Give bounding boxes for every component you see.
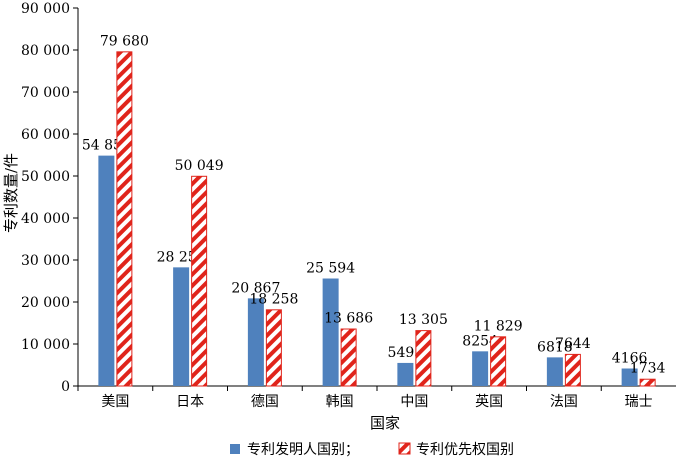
data-label-priority: 1734 [630,361,666,377]
bar-inventor [546,357,563,386]
y-tick-label: 70 000 [21,85,70,101]
x-tick-label: 韩国 [326,394,354,410]
bar-priority [116,51,133,387]
legend-swatch-inventor [230,444,240,454]
bar-inventor [98,155,115,386]
y-tick-label: 50 000 [21,169,70,185]
y-tick-label: 20 000 [21,295,70,311]
bar-inventor [173,267,190,386]
data-label-priority: 7644 [555,336,591,352]
data-label-inventor: 8254 [462,333,498,349]
bar-inventor [472,351,489,386]
y-tick-label: 90 000 [21,1,70,17]
x-tick-label: 美国 [101,394,129,410]
bar-priority [564,353,581,387]
bar-inventor [247,298,264,386]
y-tick-label: 10 000 [21,337,70,353]
bar-inventor [322,278,339,386]
y-tick-label: 0 [61,379,70,395]
data-label-inventor: 5493 [388,345,424,361]
x-axis-title: 国家 [370,414,400,432]
bar-inventor [397,362,414,386]
x-tick-label: 英国 [475,393,503,410]
data-label-priority: 79 680 [100,33,149,49]
y-axis-title: 专利数量/件 [2,153,20,233]
x-tick-label: 法国 [550,394,578,410]
bar-priority [340,328,357,387]
x-tick-label: 德国 [251,394,279,410]
legend-label-priority: 专利优先权国别 [416,442,514,458]
legend: 专利发明人国别； 专利优先权国别 [230,442,514,458]
data-label-priority: 13 686 [324,311,373,327]
bar-inventor [621,368,638,386]
data-label-priority: 50 049 [175,158,224,174]
data-label-inventor: 6818 [537,339,573,355]
data-label-priority: 11 829 [474,318,523,334]
y-tick-label: 40 000 [21,211,70,227]
y-tick-label: 30 000 [21,253,70,269]
bar-priority [265,309,282,387]
x-tick-label: 中国 [400,394,428,410]
data-label-inventor: 4166 [612,351,648,367]
y-tick-label: 60 000 [21,127,70,143]
bar-priority [639,378,656,387]
legend-swatch-priority [398,442,411,455]
data-label-priority: 18 258 [249,291,298,307]
x-tick-label: 日本 [176,394,204,410]
data-label-inventor: 20 867 [231,280,280,296]
bar-priority [191,175,208,387]
bar-priority [490,336,507,387]
legend-label-inventor: 专利发明人国别； [247,442,359,458]
data-label-inventor: 25 594 [306,261,355,277]
x-tick-label: 瑞士 [625,394,653,410]
data-label-priority: 13 305 [399,312,448,328]
y-tick-label: 80 000 [21,43,70,59]
bar-priority [415,330,432,387]
